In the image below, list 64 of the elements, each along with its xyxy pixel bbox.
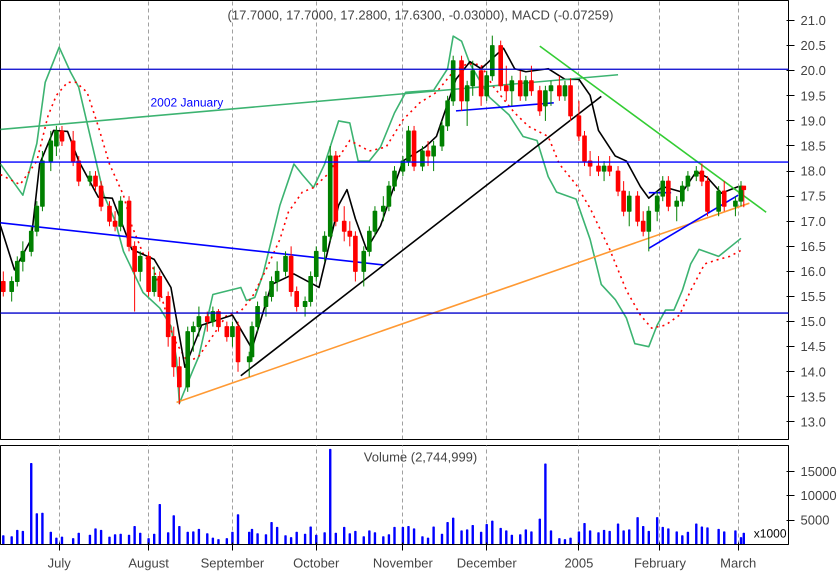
candlestick <box>283 250 288 277</box>
candlestick <box>537 85 542 116</box>
candlestick <box>741 186 746 208</box>
x-tick-label: 2005 <box>564 556 594 570</box>
chart-title: Volume (2,744,999) <box>364 450 478 464</box>
y-tick-label: 16.0 <box>800 264 826 279</box>
x-tick-label: March <box>720 556 756 570</box>
y-tick-label: 15.0 <box>800 314 826 330</box>
text: (17.7000, 17.7000, 17.2800, 17.6300, -0.03000), MACD (-0.07259) <box>228 8 614 22</box>
candlestick <box>602 160 606 182</box>
y-tick-label: 13.0 <box>800 414 826 430</box>
candlestick <box>524 75 528 102</box>
candlestick <box>557 75 562 102</box>
candlestick <box>224 321 230 342</box>
x-tick-label: December <box>456 556 518 570</box>
y-tick-label: 13.5 <box>800 389 826 404</box>
candlestick <box>596 156 601 177</box>
candlestick <box>88 170 92 187</box>
x-tick-label: October <box>293 556 340 570</box>
x-tick-label: August <box>128 556 170 570</box>
y-tick-label: 15.5 <box>800 289 826 304</box>
candlestick <box>157 270 162 302</box>
candlestick <box>562 80 568 102</box>
x-tick-label: February <box>634 556 686 570</box>
candlestick <box>230 321 235 348</box>
x-tick-label: November <box>372 556 434 570</box>
candlestick <box>716 186 721 217</box>
candlestick <box>518 70 523 102</box>
y-tick-label: 17.5 <box>800 188 826 204</box>
candlestick <box>722 180 727 212</box>
y-tick-label: 14.0 <box>800 364 826 380</box>
y-tick-label: 14.5 <box>800 339 826 354</box>
candlestick <box>529 65 534 96</box>
candlestick <box>607 156 612 177</box>
candlestick <box>216 308 221 332</box>
annotation: x1000 <box>754 526 787 540</box>
candlestick <box>420 145 425 172</box>
candlestick <box>426 140 430 167</box>
annotation: 2002 January <box>150 96 224 110</box>
y-tick-label: 19.5 <box>800 88 826 104</box>
x-tick-label: September <box>200 556 265 570</box>
candlestick <box>60 125 64 146</box>
candlestick <box>0 270 6 298</box>
y-tick-label: 20.5 <box>800 38 826 54</box>
y-tick-label: 21.0 <box>800 13 826 28</box>
y-tick-label: 15000 <box>800 464 837 479</box>
candlestick <box>204 311 210 332</box>
candlestick <box>431 140 436 172</box>
candlestick <box>510 75 514 106</box>
candlestick <box>626 190 632 227</box>
candlestick <box>694 166 699 182</box>
y-tick-label: 18.5 <box>800 138 826 154</box>
y-tick-label: 10000 <box>800 488 837 504</box>
y-tick-label: 16.5 <box>800 238 826 254</box>
y-tick-label: 17.0 <box>800 214 826 229</box>
candlestick <box>210 306 216 328</box>
candlestick <box>152 266 157 298</box>
y-tick-label: 19.0 <box>800 113 826 128</box>
candlestick <box>646 206 652 252</box>
candlestick <box>138 250 143 282</box>
y-tick-label: 18.0 <box>800 164 826 179</box>
y-tick-label: 5000 <box>800 512 830 528</box>
y-tick-label: 20.0 <box>800 63 826 78</box>
x-tick-label: July <box>48 556 72 570</box>
